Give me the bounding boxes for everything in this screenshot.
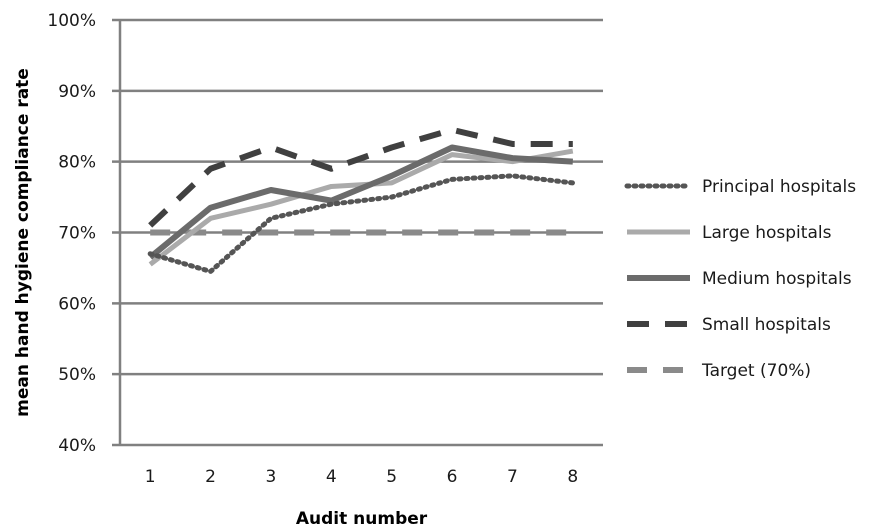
x-tick-label: 1	[145, 467, 156, 487]
x-tick-label: 5	[386, 467, 397, 487]
y-tick-label: 50%	[58, 365, 96, 385]
series-line-principal-hospitals	[147, 173, 576, 274]
x-tick-label: 7	[507, 467, 518, 487]
y-tick-label: 70%	[58, 224, 96, 244]
y-tick-label: 40%	[58, 436, 96, 456]
y-tick-label: 60%	[58, 294, 96, 314]
series-lines	[147, 126, 576, 274]
legend-label: Medium hospitals	[702, 269, 852, 289]
y-tick-label: 90%	[58, 82, 96, 102]
y-axis-label: mean hand hygiene compliance rate	[13, 68, 33, 417]
legend-label: Target (70%)	[701, 361, 811, 381]
y-tick-label: 100%	[47, 11, 96, 31]
x-axis-label: Audit number	[296, 509, 428, 528]
x-axis-ticks: 1 2 3 4 5 6 7 8	[145, 467, 578, 487]
x-tick-label: 4	[326, 467, 337, 487]
y-axis-ticks: 40% 50% 60% 70% 80% 90% 100%	[47, 11, 96, 456]
x-tick-label: 2	[205, 467, 216, 487]
legend-label: Principal hospitals	[702, 177, 856, 197]
legend-label: Large hospitals	[702, 223, 832, 243]
legend: Principal hospitals Large hospitals Medium…	[624, 177, 856, 381]
x-tick-label: 3	[266, 467, 277, 487]
series-line-medium-hospitals	[148, 144, 573, 260]
y-tick-label: 80%	[58, 153, 96, 173]
x-tick-label: 6	[447, 467, 458, 487]
series-line-large-hospitals	[148, 148, 574, 267]
legend-label: Small hospitals	[702, 315, 831, 335]
series-line-small-hospitals	[148, 126, 573, 228]
x-tick-label: 8	[567, 467, 578, 487]
